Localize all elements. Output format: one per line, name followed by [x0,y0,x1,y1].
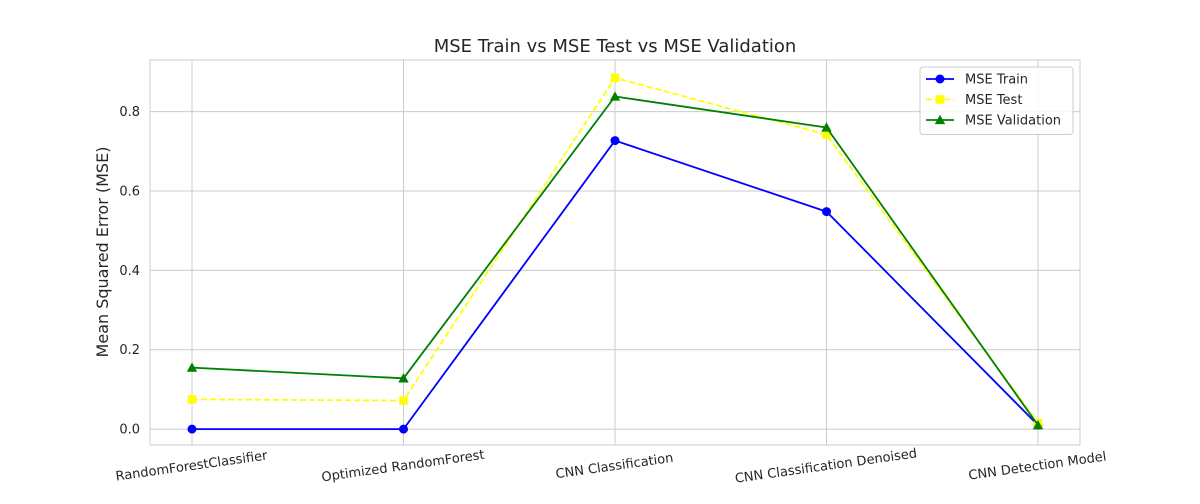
data-point [821,122,832,132]
data-point [187,395,197,404]
y-tick-label: 0.4 [119,264,140,279]
x-tick-label: CNN Classification Denoised [734,446,918,486]
legend-marker [935,95,945,104]
legend-item: MSE Train [926,73,1028,88]
x-tick-label: CNN Detection Model [968,449,1108,483]
data-point [822,207,831,217]
data-point [398,373,409,383]
series-group [187,136,1043,434]
x-tick-label: Optimized RandomForest [321,448,486,486]
data-point [1032,419,1044,430]
chart-title: MSE Train vs MSE Test vs MSE Validation [434,36,797,57]
y-axis-label: Mean Squared Error (MSE) [93,147,112,358]
data-point [610,73,620,83]
legend-marker [935,74,945,84]
legend-label: MSE Validation [965,114,1061,129]
x-tick-label: CNN Classification [555,451,675,482]
data-point [187,424,197,434]
data-point [399,424,408,434]
y-tick-label: 0.2 [119,343,140,358]
legend-label: MSE Train [965,73,1028,88]
legend-item: MSE Test [926,93,1022,108]
legend: MSE Train MSE Test MSE Validation [919,66,1074,135]
x-tick-label: RandomForestClassifier [115,448,269,484]
plot-frame [149,59,1081,446]
data-point [609,91,621,101]
series-layer [186,73,1044,434]
data-point [399,396,408,405]
legend-item: MSE Validation [926,114,1061,129]
data-point [186,362,198,372]
legend-box [919,66,1074,135]
legend-label: MSE Test [965,93,1022,108]
data-point [822,130,831,139]
y-tick-label: 0.0 [119,423,140,438]
legend-marker [934,114,946,125]
data-point [610,136,620,146]
series-group [186,91,1044,430]
y-tick-label: 0.6 [119,184,140,199]
y-tick-label: 0.8 [119,105,140,120]
